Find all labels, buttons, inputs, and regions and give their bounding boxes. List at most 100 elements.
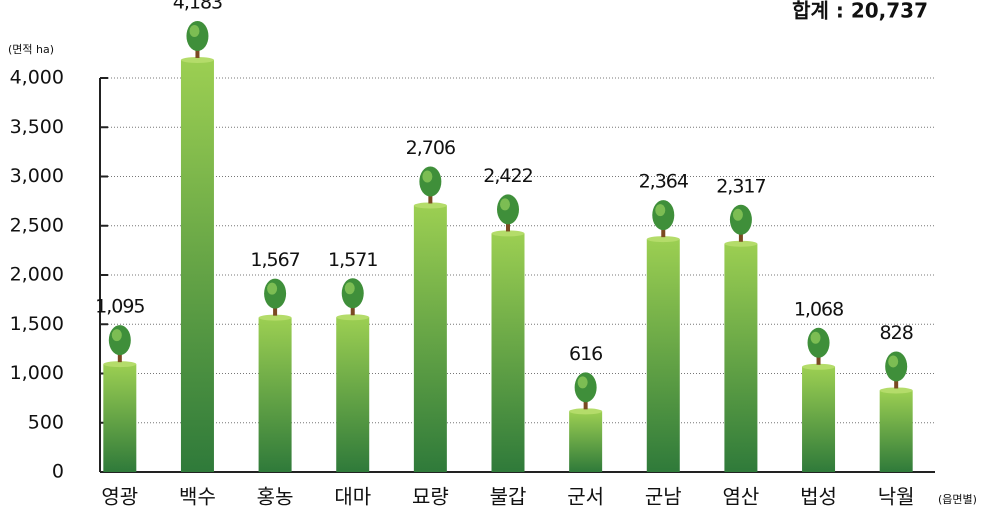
tree-icon — [807, 327, 830, 365]
tree-highlight — [732, 208, 743, 221]
value-label: 2,422 — [483, 165, 532, 187]
tree-canopy — [729, 204, 752, 235]
tree-icon — [264, 278, 287, 316]
x-tick-label: 법성 — [800, 485, 837, 509]
x-tick-label: 군남 — [645, 485, 682, 509]
tree-trunk — [816, 354, 821, 365]
tree-icon — [574, 372, 597, 410]
tree-trunk — [195, 47, 200, 58]
bar-top — [491, 230, 525, 237]
y-tick-label: 2,000 — [10, 264, 64, 286]
tree-icon — [108, 325, 131, 363]
y-tick-label: 1,000 — [10, 362, 64, 384]
y-tick-label: 3,000 — [10, 165, 64, 187]
value-label: 2,317 — [716, 175, 765, 197]
tree-icon — [186, 20, 209, 58]
bar — [646, 239, 680, 472]
bar — [569, 411, 603, 472]
value-label: 828 — [880, 322, 913, 344]
value-label: 1,571 — [328, 249, 377, 271]
total-annotation: 합계 : 20,737 — [792, 0, 928, 23]
x-tick-label: 영광 — [101, 485, 138, 509]
tree-icon — [497, 194, 519, 232]
tree-trunk — [350, 305, 355, 316]
y-axis-label: (면적 ha) — [8, 43, 54, 56]
tree-trunk — [117, 352, 122, 363]
tree-trunk — [894, 378, 899, 389]
bar-top — [724, 240, 758, 247]
bar — [724, 243, 758, 472]
y-tick-label: 4,000 — [10, 67, 64, 89]
x-tick-label: 염산 — [723, 485, 760, 509]
y-tick-label: 500 — [28, 411, 64, 433]
tree-highlight — [500, 198, 510, 211]
x-tick-label: 낙월 — [878, 485, 915, 509]
tree-highlight — [655, 204, 666, 217]
bar-top — [258, 314, 292, 321]
tree-icon — [419, 166, 442, 204]
tree-canopy — [652, 200, 675, 231]
y-tick-label: 2,500 — [10, 214, 64, 236]
bar-top — [879, 387, 913, 394]
bar — [802, 366, 836, 472]
bar-top — [413, 202, 447, 209]
bar-top — [802, 363, 836, 370]
tree-trunk — [273, 305, 278, 316]
tree-trunk — [661, 227, 666, 238]
tree-canopy — [497, 194, 519, 225]
tree-canopy — [885, 351, 908, 382]
tree-canopy — [341, 278, 364, 309]
bar — [413, 205, 447, 473]
bar-top — [103, 361, 137, 368]
tree-icon — [729, 204, 752, 242]
tree-icon — [652, 200, 675, 238]
x-tick-label: 불갑 — [490, 485, 527, 509]
tree-highlight — [267, 282, 278, 295]
tree-highlight — [810, 331, 821, 344]
tree-icon — [341, 278, 364, 316]
value-label: 616 — [569, 343, 602, 365]
tree-trunk — [583, 399, 588, 410]
x-tick-label: 홍농 — [257, 485, 294, 509]
tree-canopy — [807, 327, 830, 358]
bar — [258, 317, 292, 472]
bar — [879, 390, 913, 472]
tree-canopy — [264, 278, 287, 309]
value-label: 1,095 — [95, 296, 144, 318]
x-tick-label: 묘량 — [412, 485, 449, 509]
bar — [336, 317, 370, 472]
tree-trunk — [428, 193, 433, 204]
x-tick-label: 백수 — [179, 485, 216, 509]
tree-highlight — [344, 282, 355, 295]
value-label: 1,068 — [794, 298, 843, 320]
value-label: 2,706 — [406, 137, 455, 159]
value-label: 2,364 — [639, 171, 689, 193]
tree-canopy — [419, 166, 442, 197]
value-label: 1,567 — [250, 249, 299, 271]
y-tick-label: 0 — [52, 461, 64, 483]
x-tick-label: 대마 — [334, 485, 371, 509]
y-tick-label: 3,500 — [10, 116, 64, 138]
tree-trunk — [738, 231, 743, 242]
tree-highlight — [111, 329, 122, 342]
tree-highlight — [577, 376, 588, 389]
tree-canopy — [108, 325, 131, 356]
tree-highlight — [888, 355, 899, 368]
tree-canopy — [186, 20, 209, 51]
bar-top — [646, 236, 680, 243]
bar-top — [180, 56, 214, 63]
bar — [180, 59, 214, 473]
tree-canopy — [574, 372, 597, 403]
bar-top — [336, 314, 370, 321]
x-tick-label: 군서 — [567, 485, 604, 509]
tree-highlight — [422, 170, 433, 183]
bar-top — [569, 408, 603, 415]
bar — [103, 364, 137, 472]
value-label: 4,183 — [173, 0, 222, 13]
x-axis-label: (읍면별) — [938, 493, 977, 506]
bar — [491, 233, 525, 472]
tree-highlight — [189, 24, 200, 37]
tree-icon — [885, 351, 908, 389]
y-tick-label: 1,500 — [10, 313, 64, 335]
